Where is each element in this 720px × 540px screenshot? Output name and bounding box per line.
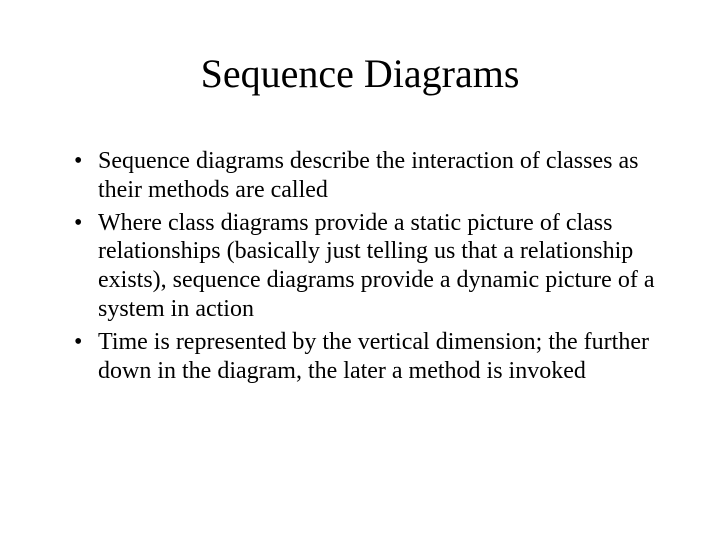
bullet-item: Where class diagrams provide a static pi… — [70, 209, 660, 324]
bullet-list: Sequence diagrams describe the interacti… — [60, 147, 660, 385]
bullet-item: Time is represented by the vertical dime… — [70, 328, 660, 386]
slide-container: Sequence Diagrams Sequence diagrams desc… — [0, 0, 720, 540]
bullet-item: Sequence diagrams describe the interacti… — [70, 147, 660, 205]
slide-title: Sequence Diagrams — [60, 50, 660, 97]
